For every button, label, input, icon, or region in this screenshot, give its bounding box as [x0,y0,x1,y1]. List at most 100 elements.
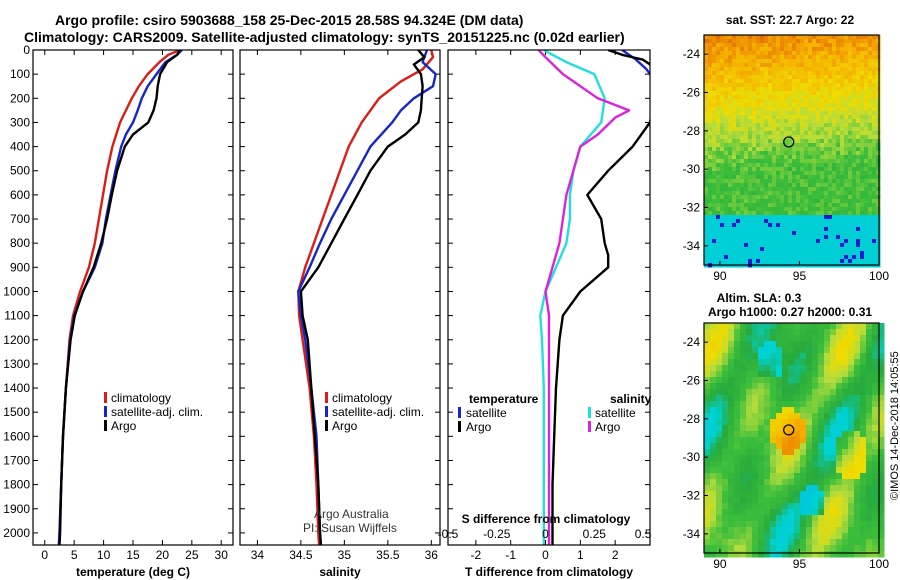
sla-map-cell [734,497,741,504]
sst-map-cell [760,103,765,108]
sla-map-cell [746,443,753,450]
sst-map-cell [840,199,845,204]
sst-map-cell [856,179,861,184]
sst-map-cell [740,147,745,152]
sla-map-cell [734,503,741,510]
sst-map-cell [784,231,789,236]
sst-map-cell [808,251,813,256]
sla-map-cell [722,431,729,438]
sst-map-cell [784,207,789,212]
sst-map-cell [760,143,765,148]
sst-map-cell [712,231,717,236]
sla-map-cell [836,461,843,468]
sla-map-cell [812,461,819,468]
sst-map-cell [756,127,761,132]
sst-map-cell [844,63,849,68]
sla-map-cell [704,413,711,420]
temperature-legend-label: Argo [466,420,492,434]
sst-map-cell [796,87,801,92]
sla-map-cell [740,323,747,330]
sst-map-cell [836,239,841,244]
sst-map-cell [832,115,837,120]
sla-map-cell [782,521,789,528]
sst-map-cell [836,163,841,168]
sst-map-cell [876,83,881,88]
sla-map-cell [752,485,759,492]
sla-map-cell [770,323,777,330]
sst-map-cell [800,95,805,100]
sst-map-cell [736,211,741,216]
sst-map-cell [816,243,821,248]
sst-map-cell [868,199,873,204]
sst-map-cell [872,143,877,148]
sst-map-cell [864,243,869,248]
sst-map-cell [736,103,741,108]
sst-map-cell [732,107,737,112]
sst-map-cell [768,135,773,140]
sst-map-cell [788,187,793,192]
sla-map-cell [800,449,807,456]
sst-map-cell [788,151,793,156]
sst-map-cell [764,103,769,108]
sla-map-cell [824,485,831,492]
sst-map-cell [804,75,809,80]
sst-map-cell [876,119,881,124]
sla-map-cell [854,467,861,474]
sst-map-cell [760,147,765,152]
sst-map-cell [748,207,753,212]
sst-map-cell [844,179,849,184]
sla-map-cell [764,521,771,528]
sst-map-cell [740,123,745,128]
sla-map-cell [716,437,723,444]
sst-map-cell [856,67,861,72]
sla-map-cell [830,539,837,546]
temperature-panel: 0100200300400500600700800900100011001200… [3,43,234,579]
sst-map-cell [716,251,721,256]
sla-map-cell [818,341,825,348]
sst-map-cell [824,151,829,156]
sst-map-cell [796,211,801,216]
sst-map-cell [808,111,813,116]
sst-map-cell [768,223,773,228]
sst-map-cell [740,159,745,164]
sst-map-cell [852,175,857,180]
sla-map-cell [758,515,765,522]
sst-map-cell [852,119,857,124]
sst-map-cell [844,103,849,108]
sla-map-cell [764,413,771,420]
sla-map-cell [734,437,741,444]
sla-map-cell [860,335,867,342]
sst-map-cell [804,115,809,120]
sst-map-cell [760,199,765,204]
sla-map-cell [818,335,825,342]
sst-map-cell [860,43,865,48]
sla-map-cell [866,509,873,516]
sst-map-cell [784,243,789,248]
sst-map-cell [768,175,773,180]
sst-map-cell [772,143,777,148]
sst-map-cell [764,235,769,240]
sla-map-cell [770,329,777,336]
sla-map-cell [746,527,753,534]
sla-map-cell [716,413,723,420]
sst-map-cell [728,139,733,144]
sst-map-cell [720,55,725,60]
sst-map-cell [752,259,757,264]
sst-map-cell [712,203,717,208]
sst-map-cell [708,35,713,40]
sst-map-cell [804,247,809,252]
sst-map-cell [844,71,849,76]
sst-map-cell [772,247,777,252]
sla-map-cell [836,401,843,408]
sst-map-cell [784,247,789,252]
sst-map-cell [772,99,777,104]
sst-map-cell [736,59,741,64]
sst-map-cell [788,163,793,168]
sst-map-cell [792,127,797,132]
sla-map-cell [878,527,885,534]
sst-map-cell [772,111,777,116]
sla-map-cell [776,479,783,486]
temperature-series-line [57,50,181,545]
sst-map-cell [772,35,777,40]
sst-map-cell [860,239,865,244]
